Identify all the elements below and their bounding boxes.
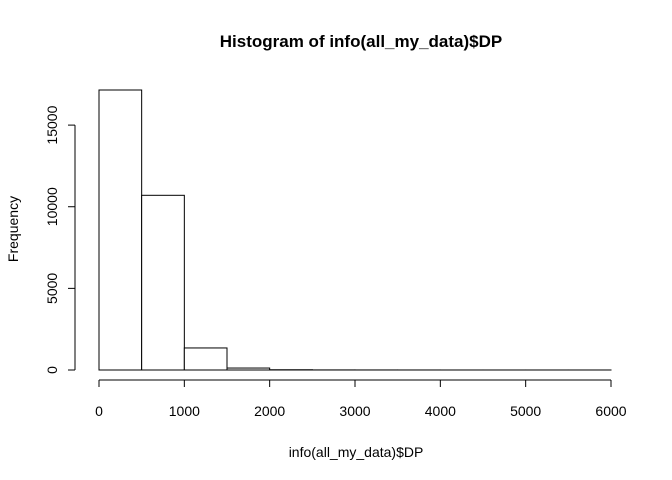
x-tick-label: 4000 xyxy=(425,403,456,419)
x-axis-label: info(all_my_data)$DP xyxy=(289,444,424,460)
x-tick-label: 3000 xyxy=(339,403,370,419)
chart-title: Histogram of info(all_my_data)$DP xyxy=(220,32,502,51)
y-tick-label: 0 xyxy=(44,366,60,374)
x-tick-label: 2000 xyxy=(254,403,285,419)
y-axis: 0 5000 10000 15000 xyxy=(44,105,76,374)
x-axis: 0 1000 2000 3000 4000 5000 6000 xyxy=(95,379,627,419)
x-tick-label: 5000 xyxy=(510,403,541,419)
histogram-bars xyxy=(98,89,612,371)
histogram-bar-1 xyxy=(141,194,185,371)
y-tick-label: 10000 xyxy=(44,187,60,226)
y-axis-label: Frequency xyxy=(5,196,21,262)
x-tick-label: 0 xyxy=(95,403,103,419)
y-tick-label: 5000 xyxy=(44,273,60,304)
histogram-bar-3 xyxy=(226,367,271,371)
histogram-bar-2 xyxy=(183,347,228,371)
x-tick-label: 1000 xyxy=(169,403,200,419)
histogram-bar-0 xyxy=(98,89,143,371)
y-tick-label: 15000 xyxy=(44,105,60,144)
x-tick-label: 6000 xyxy=(595,403,626,419)
